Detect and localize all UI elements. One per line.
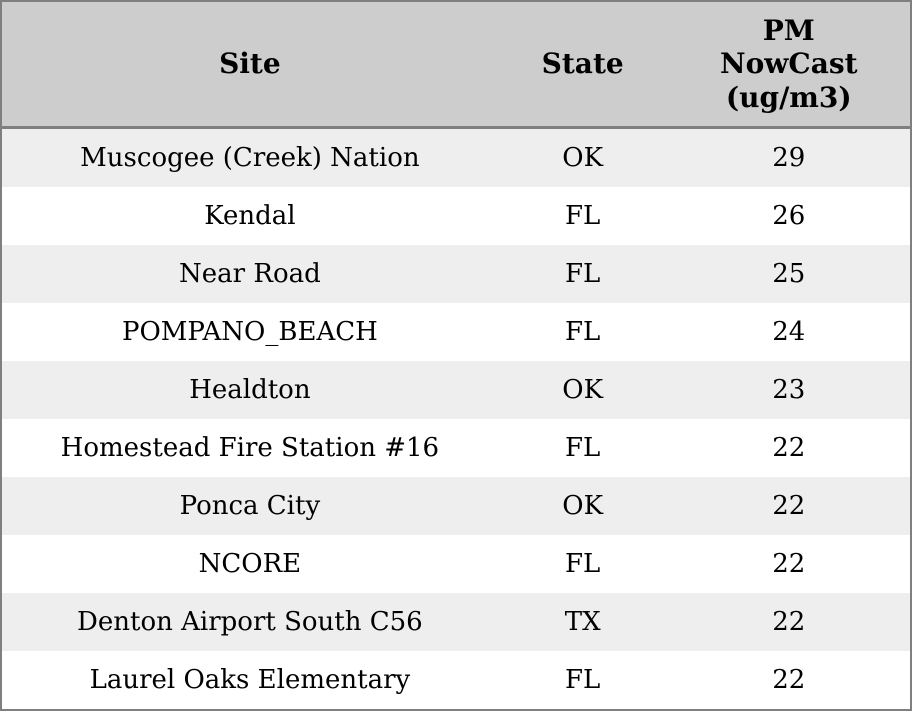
cell-site: Laurel Oaks Elementary <box>89 665 411 695</box>
cell-value: 29 <box>772 143 806 173</box>
table-row: Ponca City OK 22 <box>2 477 910 535</box>
table-row: Denton Airport South C56 TX 22 <box>2 593 910 651</box>
table-row: Healdton OK 23 <box>2 361 910 419</box>
cell-state: FL <box>565 549 601 579</box>
table-row: NCORE FL 22 <box>2 535 910 593</box>
table-body: Muscogee (Creek) Nation OK 29 Kendal FL … <box>2 127 910 709</box>
table-row: Homestead Fire Station #16 FL 22 <box>2 419 910 477</box>
cell-state: FL <box>565 317 601 347</box>
table-header: Site State PM NowCast (ug/m3) <box>2 2 910 129</box>
cell-site: Muscogee (Creek) Nation <box>80 143 420 173</box>
cell-site: Denton Airport South C56 <box>77 607 423 637</box>
cell-site: Ponca City <box>179 491 321 521</box>
table-row: Laurel Oaks Elementary FL 22 <box>2 651 910 709</box>
column-header-pm-nowcast: PM NowCast (ug/m3) <box>667 2 910 129</box>
cell-state: FL <box>565 665 601 695</box>
column-header-state-label: State <box>541 47 624 81</box>
cell-state: TX <box>564 607 601 637</box>
cell-state: FL <box>565 259 601 289</box>
cell-value: 26 <box>772 201 806 231</box>
cell-value: 22 <box>772 665 806 695</box>
column-header-site-label: Site <box>219 47 281 81</box>
cell-site: Healdton <box>189 375 311 405</box>
column-header-site: Site <box>2 2 498 129</box>
cell-value: 22 <box>772 549 806 579</box>
cell-value: 22 <box>772 433 806 463</box>
cell-site: POMPANO_BEACH <box>121 317 378 347</box>
cell-state: OK <box>562 491 604 521</box>
cell-value: 25 <box>772 259 806 289</box>
cell-value: 22 <box>772 491 806 521</box>
cell-site: NCORE <box>198 549 302 579</box>
cell-value: 22 <box>772 607 806 637</box>
cell-site: Kendal <box>204 201 296 231</box>
cell-state: FL <box>565 201 601 231</box>
column-header-pm-nowcast-label: PM NowCast (ug/m3) <box>720 13 858 114</box>
table-row: Kendal FL 26 <box>2 187 910 245</box>
cell-value: 23 <box>772 375 806 405</box>
table-row: Muscogee (Creek) Nation OK 29 <box>2 127 910 187</box>
table-header-row: Site State PM NowCast (ug/m3) <box>2 2 910 129</box>
column-header-state: State <box>497 2 668 129</box>
cell-site: Homestead Fire Station #16 <box>60 433 440 463</box>
cell-state: OK <box>562 375 604 405</box>
cell-state: OK <box>562 143 604 173</box>
table-row: POMPANO_BEACH FL 24 <box>2 303 910 361</box>
cell-value: 24 <box>772 317 806 347</box>
table-row: Near Road FL 25 <box>2 245 910 303</box>
cell-site: Near Road <box>179 259 321 289</box>
cell-state: FL <box>565 433 601 463</box>
